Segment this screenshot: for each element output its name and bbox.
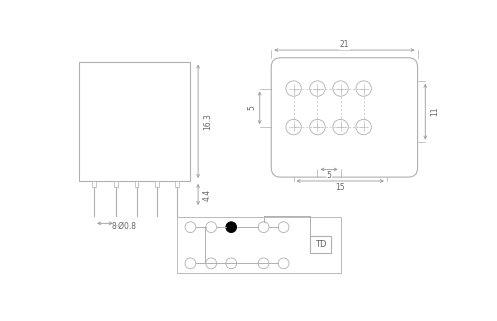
Bar — [79, 62, 190, 181]
Circle shape — [258, 258, 269, 269]
Circle shape — [356, 81, 371, 96]
Circle shape — [356, 119, 371, 135]
FancyBboxPatch shape — [271, 58, 417, 177]
Bar — [92, 181, 96, 187]
Text: 21: 21 — [339, 40, 349, 49]
Bar — [177, 217, 340, 273]
Bar — [310, 236, 331, 253]
Text: 15: 15 — [335, 183, 345, 192]
Circle shape — [278, 258, 289, 269]
Circle shape — [286, 81, 301, 96]
Circle shape — [310, 81, 325, 96]
Text: 5: 5 — [327, 171, 331, 180]
Circle shape — [333, 119, 348, 135]
Circle shape — [206, 258, 217, 269]
Circle shape — [185, 222, 196, 232]
Text: 4.4: 4.4 — [203, 188, 212, 201]
Text: 16.3: 16.3 — [203, 113, 212, 130]
Circle shape — [185, 258, 196, 269]
Bar — [156, 181, 159, 187]
Bar — [114, 181, 118, 187]
Circle shape — [278, 222, 289, 232]
Circle shape — [258, 222, 269, 232]
Circle shape — [226, 222, 237, 232]
Bar — [135, 181, 139, 187]
Circle shape — [333, 81, 348, 96]
Bar — [175, 181, 179, 187]
Text: 5: 5 — [248, 105, 256, 110]
Circle shape — [310, 119, 325, 135]
Circle shape — [226, 258, 237, 269]
Circle shape — [286, 119, 301, 135]
Text: 8·Ø0.8: 8·Ø0.8 — [112, 222, 137, 231]
Circle shape — [206, 222, 217, 232]
Text: 11: 11 — [430, 107, 439, 117]
Text: TD: TD — [315, 239, 327, 248]
